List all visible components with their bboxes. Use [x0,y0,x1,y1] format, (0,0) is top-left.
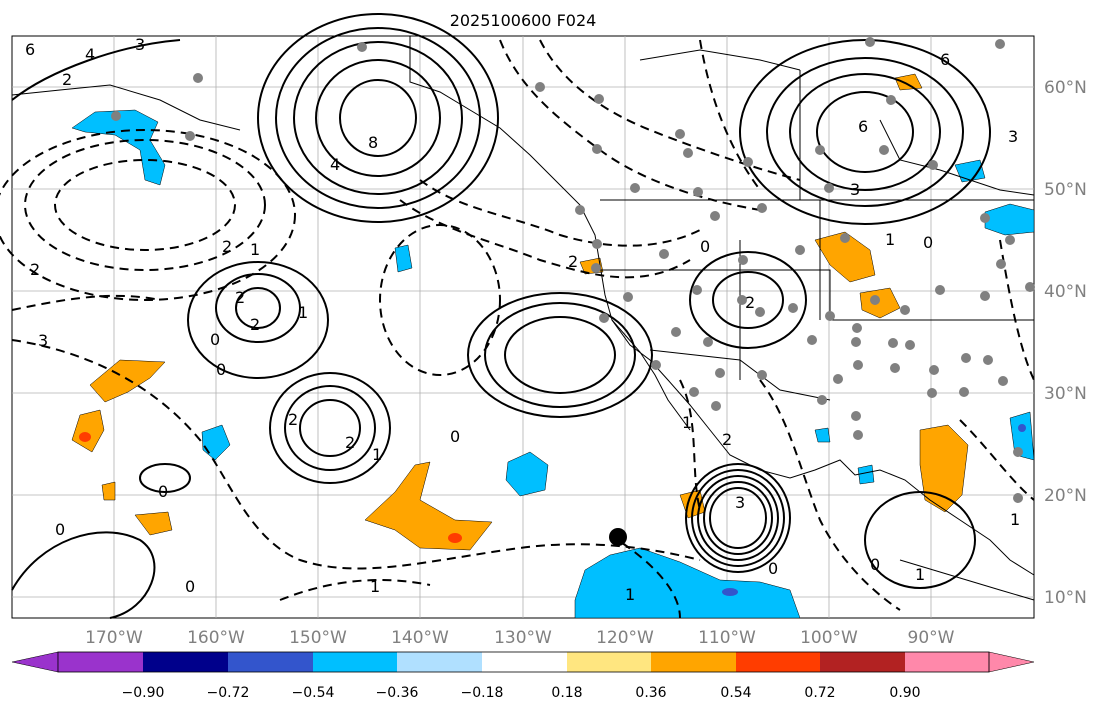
svg-text:2: 2 [722,430,732,449]
colorbar-tick: −0.72 [207,685,250,701]
latitude-labels: 60°N 50°N 40°N 30°N 20°N 10°N [1044,78,1087,608]
lon-label: 170°W [85,628,143,648]
colorbar-segment [820,652,905,672]
svg-text:1: 1 [682,413,692,432]
lon-label: 140°W [391,628,449,648]
svg-text:0: 0 [700,237,710,256]
lat-label: 10°N [1044,588,1087,608]
svg-text:6: 6 [940,50,950,69]
svg-text:2: 2 [345,433,355,452]
longitude-labels: 170°W 160°W 150°W 140°W 130°W 120°W 110°… [85,628,955,648]
strong-negative-shading [722,424,1026,596]
svg-text:1: 1 [885,230,895,249]
contour-labels: 6 43 286 436 32 1 022 132 221 001 000 202 … [25,35,1020,604]
svg-text:3: 3 [735,493,745,512]
lat-label: 60°N [1044,78,1087,98]
colorbar-segment [228,652,313,672]
lon-label: 100°W [800,628,858,648]
svg-text:3: 3 [38,331,48,350]
svg-text:0: 0 [870,555,880,574]
colorbar-segment [313,652,397,672]
lon-label: 90°W [908,628,955,648]
solid-contours [11,13,991,619]
svg-text:2: 2 [745,293,755,312]
svg-text:2: 2 [235,288,245,307]
svg-text:6: 6 [25,40,35,59]
lat-label: 20°N [1044,486,1087,506]
svg-text:3: 3 [850,180,860,199]
lon-label: 160°W [187,628,245,648]
svg-text:0: 0 [55,520,65,539]
svg-text:1: 1 [915,565,925,584]
lon-label: 150°W [289,628,347,648]
lon-label: 130°W [494,628,552,648]
colorbar-border [57,651,990,673]
colorbar-segment [736,652,820,672]
positive-shading [71,73,969,551]
svg-text:1: 1 [298,303,308,322]
svg-text:0: 0 [158,482,168,501]
lon-label: 110°W [698,628,756,648]
colorbar-tick: 0.90 [889,685,920,701]
colorbar-low-extension [11,651,59,673]
lat-label: 50°N [1044,180,1087,200]
svg-text:0: 0 [210,330,220,349]
map-title: 2025100600 F024 [450,11,597,30]
colorbar-tick: 0.72 [804,685,835,701]
colorbar-tick: −0.90 [122,685,165,701]
graticule [12,36,1034,618]
svg-text:0: 0 [185,577,195,596]
colorbar-segment [482,652,567,672]
svg-text:2: 2 [222,237,232,256]
colorbar-tick: 0.18 [551,685,582,701]
colorbar-segment [58,652,143,672]
colorbar: −0.90 −0.72 −0.54 −0.36 −0.18 0.18 0.36 … [11,651,1035,701]
colorbar-segment [905,652,989,672]
colorbar-tick: 0.36 [635,685,666,701]
svg-text:1: 1 [1010,510,1020,529]
svg-text:2: 2 [288,410,298,429]
storm-center-marker [609,528,627,546]
svg-text:1: 1 [625,585,635,604]
svg-text:0: 0 [923,233,933,252]
colorbar-tick: 0.54 [720,685,751,701]
svg-text:4: 4 [85,45,95,64]
colorbar-tick: −0.36 [376,685,419,701]
svg-text:8: 8 [368,133,378,152]
svg-text:4: 4 [330,155,340,174]
colorbar-high-extension [988,651,1035,673]
svg-text:3: 3 [135,35,145,54]
svg-text:1: 1 [250,240,260,259]
colorbar-segment [651,652,736,672]
lat-label: 40°N [1044,282,1087,302]
svg-text:0: 0 [216,360,226,379]
colorbar-tick: −0.54 [292,685,335,701]
svg-text:0: 0 [450,427,460,446]
strong-positive-shading [79,432,462,543]
svg-text:6: 6 [858,117,868,136]
svg-text:1: 1 [370,577,380,596]
svg-text:2: 2 [30,260,40,279]
colorbar-segment [143,652,228,672]
colorbar-segment [567,652,651,672]
lon-label: 120°W [596,628,654,648]
svg-text:2: 2 [62,70,72,89]
svg-text:2: 2 [568,252,578,271]
lat-label: 30°N [1044,384,1087,404]
colorbar-tick: −0.18 [461,685,504,701]
colorbar-segment [397,652,482,672]
station-dots [111,37,1035,503]
svg-text:1: 1 [372,445,382,464]
svg-text:2: 2 [250,315,260,334]
coastlines [11,36,1035,601]
svg-text:3: 3 [1008,127,1018,146]
svg-text:0: 0 [768,559,778,578]
negative-shading [71,109,1035,619]
